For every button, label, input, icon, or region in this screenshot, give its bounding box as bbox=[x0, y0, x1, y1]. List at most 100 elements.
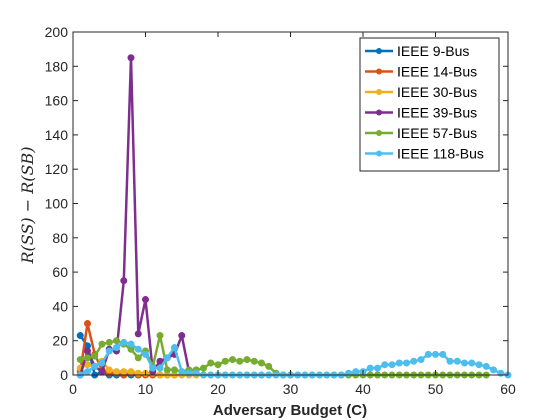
data-point bbox=[374, 364, 381, 372]
data-point bbox=[258, 359, 265, 367]
legend-box bbox=[359, 37, 500, 172]
x-tick-label: 60 bbox=[500, 381, 516, 397]
data-point bbox=[84, 320, 91, 328]
data-point bbox=[352, 368, 360, 376]
data-point bbox=[149, 364, 157, 372]
data-point bbox=[127, 368, 135, 376]
data-point bbox=[366, 364, 374, 372]
data-point bbox=[446, 357, 454, 365]
data-point bbox=[461, 359, 468, 367]
y-axis-label: R(SS) − R(SB) bbox=[18, 147, 37, 265]
data-point bbox=[84, 368, 91, 376]
data-point bbox=[490, 366, 497, 374]
legend-item: IEEE 14-Bus bbox=[365, 64, 477, 80]
data-point bbox=[134, 330, 142, 338]
legend: IEEE 9-Bus IEEE 14-Bus IEEE 30-Bus IEEE 39-… bbox=[359, 37, 500, 172]
data-point bbox=[113, 368, 120, 376]
data-point bbox=[134, 354, 142, 362]
data-point bbox=[207, 359, 215, 367]
legend-label: IEEE 30-Bus bbox=[397, 84, 477, 100]
legend-label: IEEE 9-Bus bbox=[397, 43, 469, 59]
data-point bbox=[91, 352, 99, 360]
data-point bbox=[98, 359, 106, 367]
data-point bbox=[163, 366, 171, 374]
data-point bbox=[482, 362, 490, 370]
data-point bbox=[76, 332, 84, 340]
y-tick-label: 180 bbox=[45, 58, 69, 74]
legend-swatch-marker bbox=[376, 150, 382, 157]
data-point bbox=[127, 340, 135, 348]
data-point bbox=[98, 368, 106, 376]
x-axis-label: Adversary Budget (C) bbox=[213, 402, 367, 419]
legend-swatch-marker bbox=[376, 89, 382, 95]
data-point bbox=[388, 361, 396, 369]
data-point bbox=[84, 361, 91, 369]
y-tick-label: 100 bbox=[45, 196, 69, 212]
legend-label: IEEE 118-Bus bbox=[397, 146, 484, 162]
data-point bbox=[221, 357, 229, 365]
data-point bbox=[229, 356, 236, 364]
x-tick-label: 40 bbox=[355, 381, 371, 397]
data-point bbox=[424, 350, 432, 358]
data-point bbox=[468, 359, 476, 367]
data-point bbox=[105, 347, 113, 355]
x-tick-label: 50 bbox=[428, 381, 444, 397]
data-point bbox=[113, 337, 120, 345]
y-tick-label: 0 bbox=[60, 367, 68, 383]
y-tick-label: 200 bbox=[45, 24, 69, 40]
x-tick-label: 20 bbox=[210, 381, 226, 397]
legend-item: IEEE 118-Bus bbox=[365, 146, 484, 162]
data-point bbox=[156, 364, 164, 372]
data-point bbox=[91, 362, 99, 370]
y-tick-label: 40 bbox=[52, 298, 68, 314]
data-point bbox=[120, 338, 128, 346]
legend-item: IEEE 9-Bus bbox=[365, 43, 469, 59]
data-point bbox=[395, 359, 403, 367]
data-point bbox=[120, 368, 128, 376]
data-point bbox=[178, 332, 186, 340]
data-point bbox=[156, 357, 164, 365]
legend-swatch-marker bbox=[376, 48, 382, 54]
data-point bbox=[439, 350, 447, 358]
data-point bbox=[236, 357, 244, 365]
data-point bbox=[84, 354, 91, 362]
y-tick-label: 60 bbox=[52, 264, 68, 280]
legend-swatch-marker bbox=[376, 109, 382, 116]
data-point bbox=[410, 357, 418, 365]
y-tick-label: 120 bbox=[45, 161, 69, 177]
legend-item: IEEE 39-Bus bbox=[365, 105, 477, 121]
data-point bbox=[142, 296, 149, 304]
x-tick-label: 30 bbox=[283, 381, 299, 397]
data-point bbox=[127, 54, 135, 62]
data-point bbox=[142, 350, 149, 358]
data-point bbox=[475, 361, 483, 369]
data-point bbox=[214, 361, 222, 369]
data-point bbox=[120, 277, 128, 285]
data-point bbox=[417, 356, 425, 364]
data-point bbox=[113, 344, 120, 352]
legend-label: IEEE 14-Bus bbox=[397, 64, 477, 80]
data-point bbox=[432, 350, 439, 358]
x-tick-label: 10 bbox=[138, 381, 154, 397]
legend-item: IEEE 30-Bus bbox=[365, 84, 477, 100]
data-point bbox=[243, 356, 251, 364]
data-point bbox=[200, 364, 207, 372]
data-point bbox=[171, 344, 178, 352]
data-point bbox=[163, 354, 171, 362]
data-point bbox=[105, 366, 113, 374]
legend-swatch-marker bbox=[376, 130, 382, 136]
data-point bbox=[156, 332, 164, 340]
legend-label: IEEE 57-Bus bbox=[397, 125, 477, 141]
y-tick-label: 160 bbox=[45, 93, 69, 109]
data-point bbox=[265, 362, 273, 370]
y-tick-label: 140 bbox=[45, 127, 69, 143]
data-point bbox=[84, 347, 91, 355]
series-line bbox=[79, 56, 191, 376]
legend-item: IEEE 57-Bus bbox=[365, 125, 477, 141]
data-point bbox=[134, 345, 142, 353]
legend-swatch-marker bbox=[376, 68, 382, 75]
data-point bbox=[453, 357, 461, 365]
data-point bbox=[250, 357, 258, 365]
data-point bbox=[178, 368, 186, 376]
